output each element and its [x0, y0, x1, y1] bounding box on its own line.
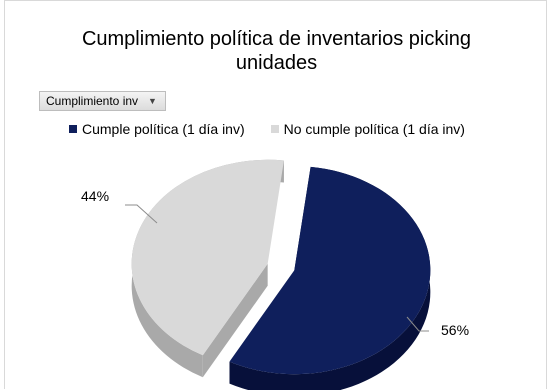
leader-line-1 [125, 204, 158, 224]
leader-line-0 [406, 316, 429, 332]
pivot-filter-button[interactable]: Cumplimiento inv ▼ [39, 91, 166, 111]
chart-title-line-1: Cumplimiento política de inventarios pic… [81, 28, 472, 50]
legend-label-no-cumple: No cumple política (1 día inv) [283, 121, 465, 137]
pie-slice-wall-1 [202, 263, 268, 378]
pie-chart: 56% 44% [81, 159, 469, 390]
legend-label-cumple: Cumple política (1 día inv) [82, 121, 245, 137]
chart-area: Cumplimiento política de inventarios pic… [4, 0, 548, 390]
legend-item-cumple: Cumple política (1 día inv) [69, 121, 245, 137]
legend-swatch-cumple [69, 125, 77, 133]
chart-legend: Cumple política (1 día inv) No cumple po… [69, 121, 465, 137]
pie-slice-1 [131, 159, 284, 378]
pie-slice-top-0 [229, 166, 431, 375]
legend-swatch-no-cumple [270, 125, 279, 133]
legend-item-no-cumple: No cumple política (1 día inv) [270, 121, 465, 137]
pie-slice-0 [229, 166, 431, 390]
chart-title: Cumplimiento política de inventarios pic… [5, 27, 548, 75]
pivot-filter-label: Cumplimiento inv [46, 94, 139, 108]
data-label-1: 44% [81, 188, 109, 204]
pie-slice-top-1 [131, 159, 284, 356]
chart-title-line-2: unidades [235, 52, 318, 74]
data-label-0: 56% [441, 322, 469, 338]
dropdown-arrow-icon: ▼ [148, 96, 157, 106]
